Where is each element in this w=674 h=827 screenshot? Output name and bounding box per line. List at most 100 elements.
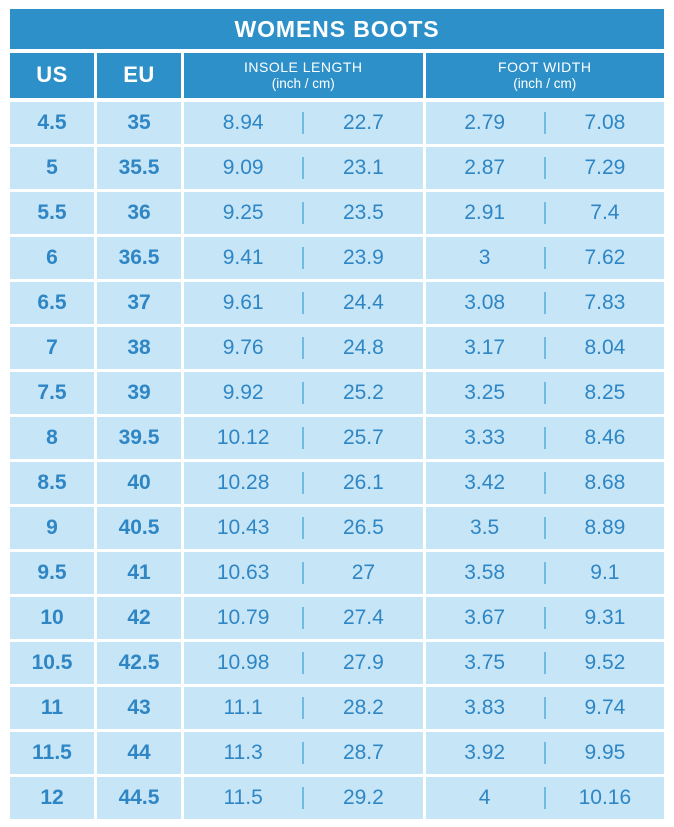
cell-width-inch: 3.08 (464, 291, 506, 314)
unit-divider (543, 427, 546, 449)
cell-insole-length: 11.3 28.7 (184, 732, 423, 774)
unit-divider (543, 787, 546, 809)
cell-insole-cm: 27 (351, 561, 376, 584)
unit-divider (543, 742, 546, 764)
cell-insole-cm: 28.7 (342, 741, 384, 764)
cell-us-size: 8 (10, 417, 94, 459)
cell-insole-inch: 11.5 (223, 786, 263, 809)
cell-eu-size: 43 (97, 687, 181, 729)
cell-eu-size: 36.5 (97, 237, 181, 279)
cell-us-size: 7.5 (10, 372, 94, 414)
cell-insole-inch: 10.43 (216, 516, 270, 539)
table-row: 9 40.5 10.43 26.5 3.5 8.89 (10, 507, 664, 549)
cell-insole-length: 10.43 26.5 (184, 507, 423, 549)
cell-width-cm: 8.46 (584, 426, 626, 449)
table-row: 10.5 42.5 10.98 27.9 3.75 9.52 (10, 642, 664, 684)
cell-us-size: 8.5 (10, 462, 94, 504)
cell-eu-size: 36 (97, 192, 181, 234)
cell-foot-width: 3.92 9.95 (425, 732, 664, 774)
cell-eu-size: 41 (97, 552, 181, 594)
column-header-insole-length-units: (inch / cm) (271, 75, 335, 91)
cell-insole-cm: 23.9 (342, 246, 384, 269)
cell-insole-cm: 25.2 (342, 381, 384, 404)
unit-divider (543, 472, 546, 494)
cell-width-cm: 9.1 (590, 561, 620, 584)
cell-foot-width: 4 10.16 (425, 777, 664, 819)
unit-divider (543, 517, 546, 539)
unit-divider (302, 292, 305, 314)
cell-foot-width: 3 7.62 (425, 237, 664, 279)
table-body: 4.5 35 8.94 22.7 2.79 7.08 5 35.5 9.09 23.1 2.87 7.… (10, 102, 664, 819)
unit-divider (302, 787, 305, 809)
cell-insole-length: 9.76 24.8 (184, 327, 423, 369)
cell-insole-cm: 27.9 (342, 651, 384, 674)
cell-insole-inch: 8.94 (222, 111, 264, 134)
cell-insole-inch: 9.76 (222, 336, 264, 359)
cell-eu-size: 40.5 (97, 507, 181, 549)
table-row: 10 42 10.79 27.4 3.67 9.31 (10, 597, 664, 639)
table-row: 4.5 35 8.94 22.7 2.79 7.08 (10, 102, 664, 144)
unit-divider (543, 382, 546, 404)
cell-insole-inch: 9.61 (222, 291, 264, 314)
unit-divider (543, 247, 546, 269)
cell-eu-size: 35 (97, 102, 181, 144)
table-row: 6.5 37 9.61 24.4 3.08 7.83 (10, 282, 664, 324)
cell-eu-size: 39.5 (97, 417, 181, 459)
cell-insole-inch: 10.12 (216, 426, 270, 449)
table-row: 9.5 41 10.63 27 3.58 9.1 (10, 552, 664, 594)
cell-insole-length: 10.12 25.7 (184, 417, 423, 459)
column-header-insole-length: INSOLE LENGTH (inch / cm) (184, 53, 423, 98)
cell-width-cm: 7.4 (590, 201, 620, 224)
cell-insole-cm: 23.5 (342, 201, 384, 224)
table-row: 7.5 39 9.92 25.2 3.25 8.25 (10, 372, 664, 414)
cell-insole-cm: 25.7 (342, 426, 384, 449)
cell-width-inch: 3.42 (464, 471, 506, 494)
cell-width-cm: 9.74 (584, 696, 626, 719)
cell-us-size: 12 (10, 777, 94, 819)
cell-insole-cm: 23.1 (342, 156, 384, 179)
cell-insole-inch: 9.41 (222, 246, 264, 269)
table-row: 6 36.5 9.41 23.9 3 7.62 (10, 237, 664, 279)
unit-divider (302, 157, 305, 179)
cell-insole-length: 9.92 25.2 (184, 372, 423, 414)
unit-divider (543, 562, 546, 584)
unit-divider (302, 562, 305, 584)
cell-width-inch: 3.67 (464, 606, 506, 629)
cell-us-size: 5.5 (10, 192, 94, 234)
cell-insole-cm: 22.7 (342, 111, 384, 134)
cell-foot-width: 3.33 8.46 (425, 417, 664, 459)
table-row: 8 39.5 10.12 25.7 3.33 8.46 (10, 417, 664, 459)
cell-us-size: 9.5 (10, 552, 94, 594)
unit-divider (543, 697, 546, 719)
cell-insole-inch: 11.3 (223, 741, 263, 764)
cell-eu-size: 40 (97, 462, 181, 504)
cell-foot-width: 3.75 9.52 (425, 642, 664, 684)
cell-us-size: 6 (10, 237, 94, 279)
cell-width-inch: 3.83 (464, 696, 506, 719)
table-header-row: US EU INSOLE LENGTH (inch / cm) FOOT WID… (10, 53, 664, 98)
cell-foot-width: 3.42 8.68 (425, 462, 664, 504)
cell-insole-inch: 10.79 (216, 606, 270, 629)
cell-insole-cm: 24.4 (342, 291, 384, 314)
cell-width-cm: 8.89 (584, 516, 626, 539)
cell-eu-size: 42 (97, 597, 181, 639)
cell-insole-cm: 28.2 (342, 696, 384, 719)
column-header-eu: EU (97, 53, 181, 98)
cell-width-inch: 3.58 (464, 561, 506, 584)
cell-foot-width: 2.79 7.08 (425, 102, 664, 144)
unit-divider (302, 742, 305, 764)
column-header-foot-width-label: FOOT WIDTH (498, 59, 592, 76)
cell-insole-length: 9.61 24.4 (184, 282, 423, 324)
cell-width-inch: 3.25 (464, 381, 506, 404)
cell-insole-length: 11.1 28.2 (184, 687, 423, 729)
cell-width-cm: 9.31 (584, 606, 626, 629)
cell-insole-length: 10.79 27.4 (184, 597, 423, 639)
cell-width-cm: 10.16 (578, 786, 632, 809)
cell-width-inch: 3.17 (464, 336, 506, 359)
cell-insole-length: 8.94 22.7 (184, 102, 423, 144)
unit-divider (302, 517, 305, 539)
cell-insole-length: 9.09 23.1 (184, 147, 423, 189)
cell-eu-size: 38 (97, 327, 181, 369)
table-row: 5 35.5 9.09 23.1 2.87 7.29 (10, 147, 664, 189)
